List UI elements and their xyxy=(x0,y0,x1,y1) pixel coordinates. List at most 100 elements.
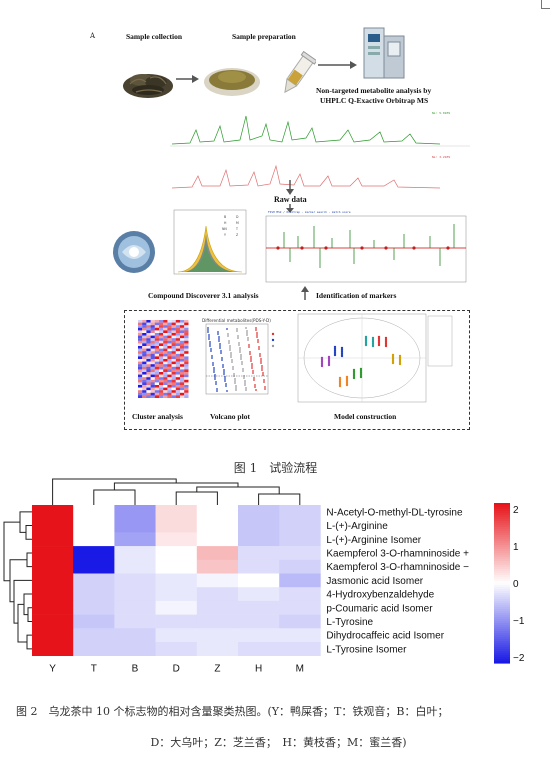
volcano-title: Differential metabolites(PDS-Y-D) xyxy=(202,318,271,323)
colorbar-segment xyxy=(494,509,510,512)
cluster-thumb-cell xyxy=(146,325,151,328)
pca-thumb-point xyxy=(340,350,344,354)
colorbar-segment xyxy=(494,607,510,610)
pca-thumb-point xyxy=(340,346,344,350)
heatmap-figure: N-Acetyl-O-methyl-DL-tyrosine L-(+)-Argin… xyxy=(3,478,525,675)
cluster-thumb-cell xyxy=(142,343,147,347)
volcano-thumb-point xyxy=(239,351,241,353)
dendrogram-branch xyxy=(27,607,32,622)
cluster-thumb-cell xyxy=(138,356,143,360)
colorbar-segment xyxy=(494,599,510,602)
cluster-thumb-cell xyxy=(138,335,143,339)
volcano-thumb-point xyxy=(251,363,253,365)
cluster-thumb-cell xyxy=(175,346,181,349)
cluster-thumb-cell xyxy=(171,322,176,326)
compound-discoverer-logo xyxy=(113,231,155,273)
cluster-thumb-cell xyxy=(163,369,168,373)
volcano-thumb-point xyxy=(214,376,216,378)
cluster-thumb-cell xyxy=(163,351,168,354)
colorbar-segment xyxy=(494,517,510,520)
pca-thumb-point xyxy=(327,363,331,367)
colorbar-segment xyxy=(494,597,510,600)
cluster-thumb-cell xyxy=(171,338,176,341)
pca-thumb-point xyxy=(338,376,342,380)
cluster-thumb-cell xyxy=(142,353,147,357)
cluster-thumb-cell xyxy=(163,359,168,362)
pca-thumb-point xyxy=(320,360,324,364)
volcano-thumb-point xyxy=(215,383,217,385)
pca-thumb-point xyxy=(345,379,349,383)
cluster-thumb-cell xyxy=(142,338,147,341)
cluster-thumb-cell xyxy=(175,364,181,367)
pca-thumb-point xyxy=(377,343,381,347)
cluster-thumb-cell xyxy=(150,379,155,383)
cluster-thumb-cell xyxy=(146,395,151,398)
colorbar-segment xyxy=(494,643,510,646)
pca-thumb-point xyxy=(359,367,363,371)
cluster-thumb-cell xyxy=(142,395,147,398)
pca-thumb-point xyxy=(352,376,356,380)
cluster-thumb-cell xyxy=(163,379,168,383)
heatmap-cell xyxy=(238,559,280,574)
volcano-thumb-point xyxy=(256,336,258,338)
cluster-thumb-cell xyxy=(175,372,181,375)
cluster-thumb-cell xyxy=(175,340,181,344)
cluster-thumb-cell xyxy=(138,333,143,336)
cluster-thumb-cell xyxy=(159,322,164,326)
colorbar-segment xyxy=(494,637,510,640)
cluster-thumb-cell xyxy=(180,379,185,383)
colorbar-segment xyxy=(494,539,510,542)
volcano-thumb-point xyxy=(237,337,239,339)
row-label: Jasmonic acid Isomer xyxy=(326,576,423,587)
volcano-thumb-point xyxy=(258,348,260,350)
cluster-thumb-cell xyxy=(138,322,143,326)
colorbar-segment xyxy=(494,571,510,574)
cluster-thumb-cell xyxy=(180,320,185,323)
cluster-thumb-cell xyxy=(175,320,181,323)
cluster-thumb-cell xyxy=(159,325,164,328)
legend-d: D xyxy=(236,215,239,219)
cluster-thumb-cell xyxy=(150,385,155,388)
cluster-thumb-cell xyxy=(159,395,164,398)
cluster-thumb-cell xyxy=(154,335,160,339)
cluster-thumb-cell xyxy=(159,346,164,349)
colorbar-segment xyxy=(494,653,510,656)
colorbar-segment xyxy=(494,511,510,514)
row-dendrogram xyxy=(3,511,32,650)
cluster-thumb-cell xyxy=(150,374,155,378)
cluster-thumb-cell xyxy=(163,356,168,360)
volcano-thumb-point xyxy=(207,327,209,329)
cluster-thumb-cell xyxy=(184,327,189,331)
volcano-thumb-point xyxy=(223,371,225,373)
cluster-thumb-cell xyxy=(171,333,176,336)
volcano-thumb-point xyxy=(244,384,246,386)
cluster-thumb-cell xyxy=(150,361,155,365)
cluster-thumb-cell xyxy=(142,385,147,388)
volcano-thumb-point xyxy=(256,332,258,334)
cluster-thumb-cell xyxy=(175,361,181,365)
arrow-down-icon xyxy=(286,204,294,213)
colorbar-segment xyxy=(494,625,510,628)
volcano-thumb-point xyxy=(240,358,242,360)
heatmap-cell xyxy=(73,628,115,643)
heatmap-cell xyxy=(73,600,115,615)
volcano-thumb-point xyxy=(229,345,231,347)
row-label: Kaempferol 3-O-rhamninoside + xyxy=(326,548,469,559)
heatmap-cell xyxy=(155,587,198,602)
volcano-thumb-point xyxy=(254,384,256,386)
pca-thumb-point xyxy=(364,339,368,343)
heatmap-cell xyxy=(114,559,156,574)
cluster-thumb-cell xyxy=(159,359,164,362)
cluster-thumb-cell xyxy=(159,348,164,352)
volcano-thumb-point xyxy=(210,348,212,350)
cluster-thumb-cell xyxy=(150,382,155,386)
cluster-thumb-cell xyxy=(159,330,164,334)
heatmap-cell xyxy=(32,642,74,656)
dendrogram-branch xyxy=(13,579,32,624)
pca-thumb-point xyxy=(327,359,331,363)
cluster-thumb-cell xyxy=(159,356,164,360)
colorbar-segment xyxy=(494,541,510,544)
cluster-thumb-cell xyxy=(138,377,143,380)
column-label: H xyxy=(255,664,262,675)
pca-thumb-point xyxy=(364,341,368,345)
